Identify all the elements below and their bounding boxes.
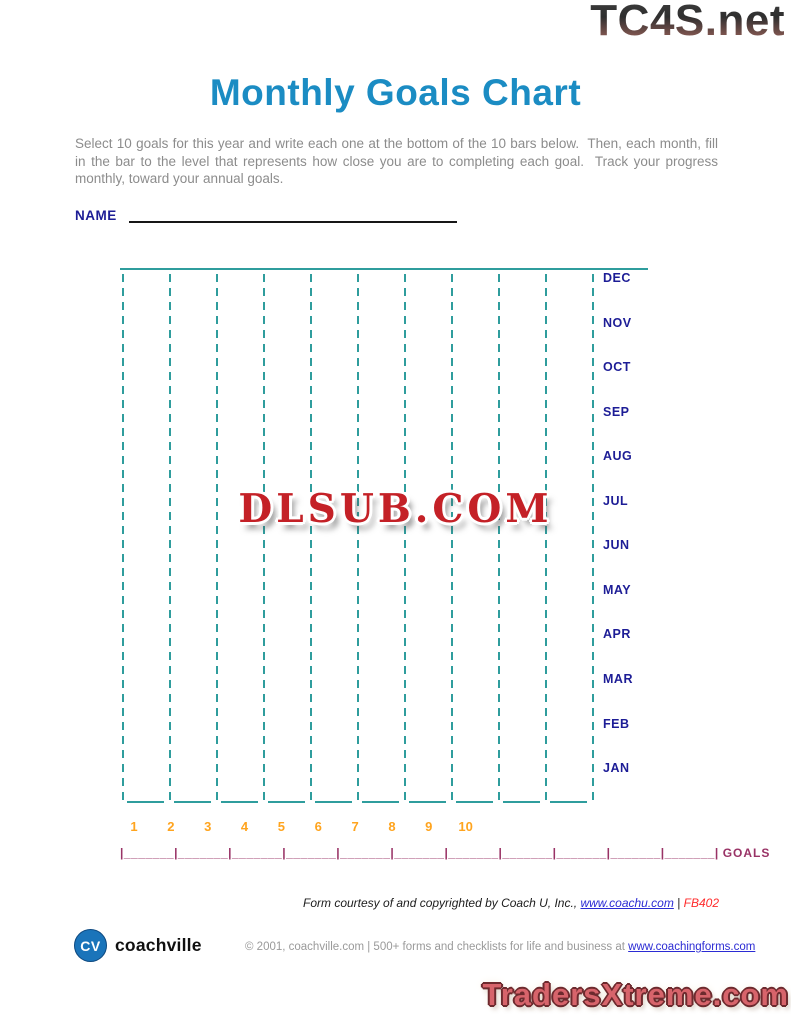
bar-number: 4: [240, 819, 249, 834]
name-row: NAME: [75, 208, 457, 223]
chart-dashed-gridline: [498, 274, 500, 801]
month-label: OCT: [603, 360, 631, 375]
credit-text: Form courtesy of and copyrighted by Coac…: [303, 896, 581, 910]
chart-bottom-segment: [503, 801, 540, 803]
chart-dashed-gridline: [404, 274, 406, 801]
bar-number: 6: [314, 819, 322, 834]
copyright-line: © 2001, coachville.com | 500+ forms and …: [245, 941, 755, 953]
chart-dashed-gridline: [169, 274, 171, 801]
chart-bottom-segment: [221, 801, 258, 803]
chart-top-axis-line: [120, 268, 648, 270]
page-title: Monthly Goals Chart: [209, 72, 582, 113]
chart-dashed-gridline: [357, 274, 359, 801]
coachville-logo: CV coachville: [74, 929, 202, 962]
goals-line-pipes: |_______|_______|_______|_______|_______…: [120, 846, 719, 860]
goals-label: GOALS: [722, 846, 771, 860]
tc4s-watermark: TC4S.net: [590, 0, 785, 46]
chart-bottom-segment: [409, 801, 446, 803]
credit-line: Form courtesy of and copyrighted by Coac…: [303, 896, 719, 910]
month-label: NOV: [603, 315, 632, 330]
instructions-text: Select 10 goals for this year and write …: [75, 136, 722, 187]
name-label: NAME: [75, 208, 117, 223]
coachville-wordmark: coachville: [115, 935, 202, 955]
chart-bottom-segment: [550, 801, 587, 803]
name-blank-line: [128, 208, 457, 223]
month-label: SEP: [603, 404, 630, 419]
bar-number: 3: [204, 819, 212, 834]
chart-bottom-segment: [362, 801, 399, 803]
chart-dashed-gridline: [216, 274, 218, 801]
month-label: JUN: [603, 538, 630, 553]
chart-dashed-gridline: [545, 274, 547, 801]
chart-dashed-gridline: [592, 274, 594, 801]
bar-numbers-row: 1 2 3 4 5 6 7 8 9 10: [120, 819, 648, 837]
month-label: MAR: [603, 671, 633, 686]
month-label: AUG: [603, 449, 633, 464]
bar-number: 8: [388, 819, 396, 834]
chart-dashed-gridline: [310, 274, 312, 801]
chart-bottom-segment: [174, 801, 211, 803]
bar-number: 1: [130, 819, 138, 834]
bar-number: 10: [458, 819, 473, 834]
month-label: FEB: [603, 716, 630, 731]
credit-separator: |: [673, 896, 684, 910]
goals-line: |_______|_______|_______|_______|_______…: [120, 846, 770, 860]
goals-chart: DEC NOV OCT SEP AUG JUL JUN MAY APR MAR FEB JAN: [120, 266, 648, 803]
coachingforms-link[interactable]: www.coachingforms.com: [628, 941, 756, 953]
chart-bottom-segment: [268, 801, 305, 803]
chart-bottom-segment: [127, 801, 164, 803]
dlsub-watermark: DLSUB.COM: [238, 486, 553, 532]
bar-number: 7: [351, 819, 359, 834]
chart-dashed-gridline: [451, 274, 453, 801]
bar-number: 9: [425, 819, 433, 834]
month-label: JUL: [603, 493, 629, 508]
chart-dashed-gridline: [122, 274, 124, 801]
cv-logo-icon: CV: [74, 929, 107, 962]
bar-number: 2: [167, 819, 175, 834]
tradersxtreme-watermark: TradersXtreme.com: [482, 977, 789, 1012]
chart-dashed-gridline: [263, 274, 265, 801]
coachu-link[interactable]: www.coachu.com: [580, 896, 674, 910]
month-label: DEC: [603, 271, 631, 285]
form-code: FB402: [683, 896, 719, 910]
chart-bottom-segment: [315, 801, 352, 803]
bar-number: 5: [277, 819, 286, 834]
month-label: JAN: [603, 761, 630, 776]
copyright-text: © 2001, coachville.com | 500+ forms and …: [245, 941, 629, 953]
chart-bottom-segment: [456, 801, 493, 803]
month-label: APR: [603, 627, 631, 642]
month-label: MAY: [603, 582, 632, 597]
